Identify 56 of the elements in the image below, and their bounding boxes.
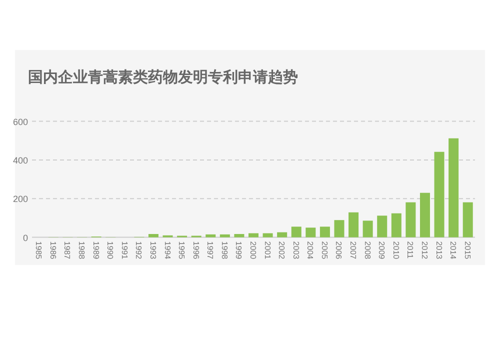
- x-tick-label: 2012: [420, 241, 429, 260]
- x-tick-label: 1990: [106, 241, 115, 260]
- x-tick-label: 1999: [234, 241, 244, 260]
- x-tick-label: 2009: [377, 241, 386, 260]
- x-tick-label: 1987: [62, 241, 72, 260]
- x-tick-label: 1996: [191, 241, 200, 260]
- x-tick-label: 1997: [206, 241, 215, 260]
- bar: [362, 220, 373, 238]
- x-tick-label: 1992: [134, 241, 144, 260]
- bar: [220, 234, 230, 238]
- bar: [248, 233, 258, 238]
- bar: [348, 212, 359, 238]
- bar: [462, 202, 473, 238]
- x-tick-label: 2003: [291, 241, 300, 260]
- x-tick-label: 2015: [462, 241, 472, 260]
- x-tick-label: 1989: [91, 241, 100, 260]
- x-tick-label: 2013: [434, 241, 444, 260]
- y-tick-label: 200: [12, 194, 28, 204]
- y-tick-label: 600: [12, 116, 28, 127]
- bar: [306, 228, 316, 238]
- x-tick-label: 1998: [220, 241, 229, 260]
- x-tick-label: 2008: [362, 241, 372, 260]
- x-tick-label: 2005: [320, 241, 329, 260]
- x-tick-label: 2006: [334, 241, 344, 260]
- bar: [206, 234, 216, 238]
- bar: [448, 138, 459, 238]
- bar: [320, 226, 330, 238]
- x-tick-label: 2014: [448, 241, 458, 260]
- bar: [291, 226, 302, 238]
- y-tick-label: 0: [22, 232, 28, 243]
- y-tick-label: 400: [12, 155, 28, 166]
- x-tick-label: 1995: [177, 241, 186, 260]
- x-tick-label: 1988: [77, 241, 86, 260]
- bar: [262, 233, 273, 238]
- x-tick-label: 2010: [391, 241, 400, 260]
- x-tick-label: 2000: [248, 241, 258, 260]
- x-tick-label: 1985: [34, 241, 44, 260]
- bar: [334, 220, 344, 238]
- bar: [391, 213, 402, 238]
- x-tick-label: 1994: [162, 241, 172, 260]
- bar: [434, 152, 444, 238]
- x-tick-label: 2002: [277, 241, 286, 260]
- bar: [234, 234, 244, 238]
- bar: [148, 234, 158, 238]
- x-tick-label: 1993: [148, 241, 158, 260]
- x-tick-label: 1986: [48, 241, 58, 260]
- bar: [377, 216, 388, 238]
- x-tick-label: 1991: [120, 241, 129, 260]
- chart-title: 国内企业青蒿素类药物发明专利申请趋势: [28, 69, 298, 86]
- bar: [420, 192, 430, 238]
- bar: [277, 232, 288, 238]
- x-tick-label: 2004: [306, 241, 315, 260]
- x-tick-label: 2007: [348, 241, 358, 260]
- bar: [406, 202, 416, 238]
- x-tick-label: 2011: [406, 241, 415, 260]
- x-tick-label: 2001: [262, 241, 272, 260]
